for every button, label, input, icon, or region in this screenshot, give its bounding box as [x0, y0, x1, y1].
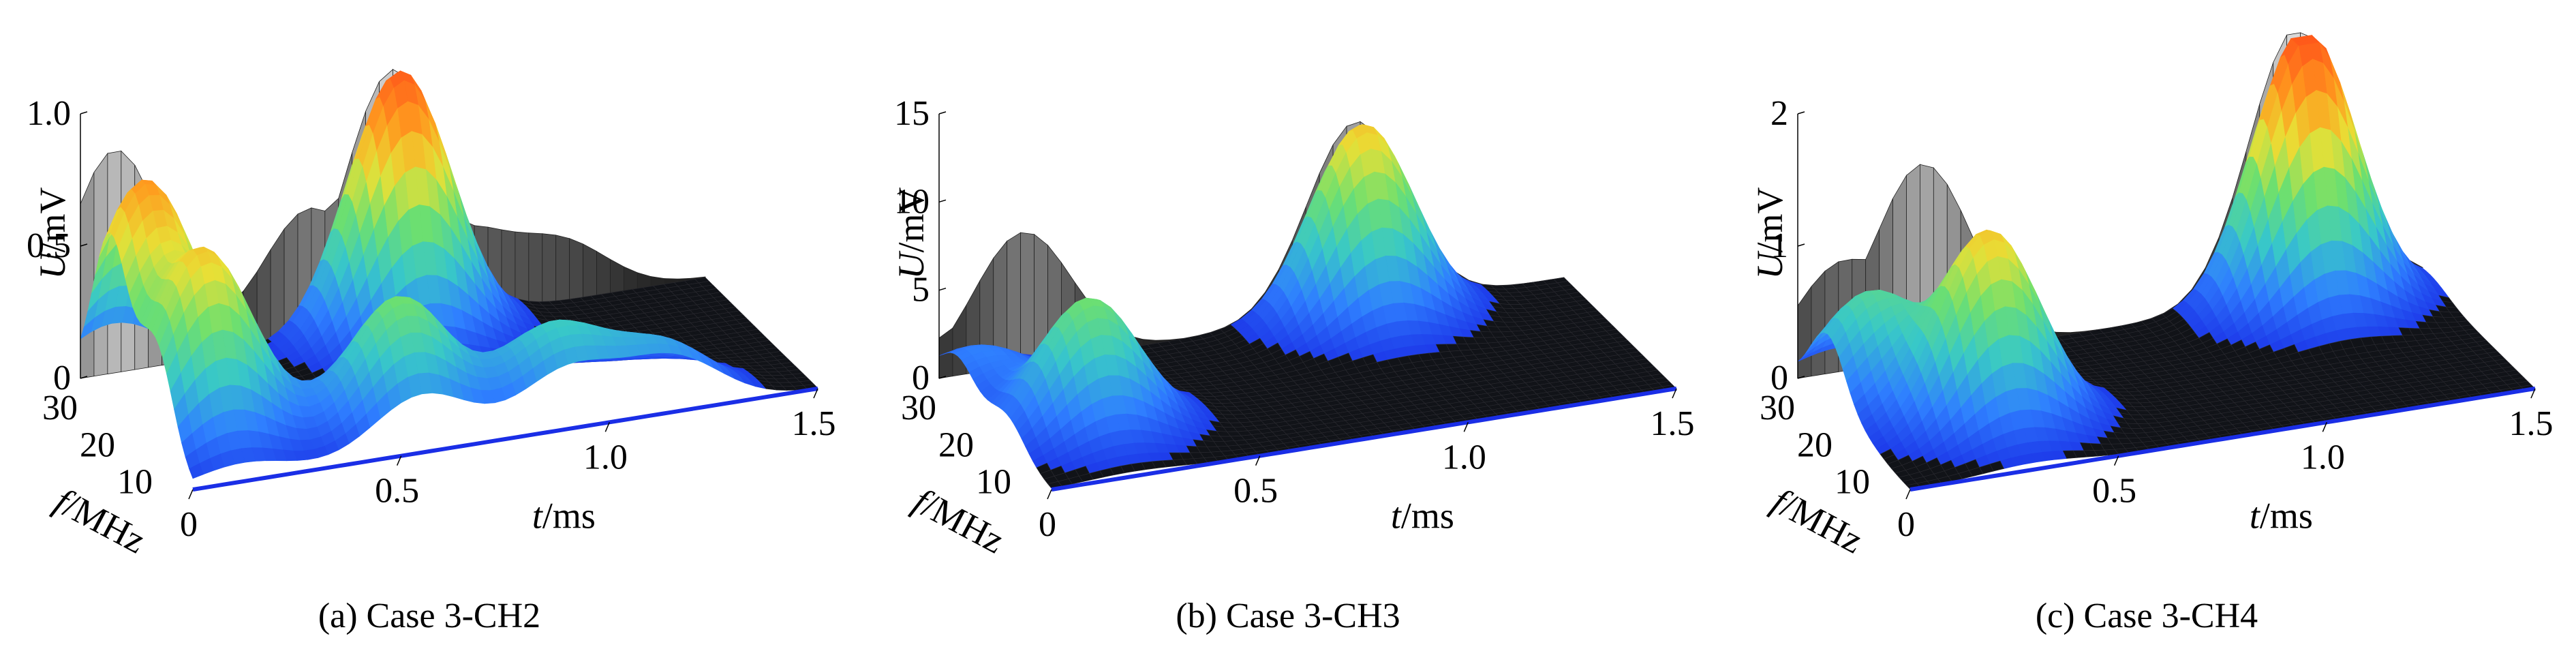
t-tick	[1047, 489, 1052, 500]
surface-mesh	[1797, 34, 2536, 490]
f-tick-label: 30	[901, 389, 936, 427]
surface-mesh	[80, 70, 818, 479]
z-tick	[80, 111, 88, 115]
front-rim	[1051, 387, 1677, 492]
t-tick	[813, 388, 818, 399]
wall-cell	[583, 243, 597, 298]
wall-cell	[623, 266, 638, 291]
panel-a: 0 0.5 1.0 30 20 10 0 0.5 1.0 1.5 U/mV f/MHz t/ms (a)…	[0, 0, 859, 647]
surface-cell	[189, 463, 204, 479]
wall-cell	[555, 235, 570, 302]
panel-b: 0 5 10 15 30 20 10 0 0.5 1.0 1.5 U/mV f/MHz t/ms (b) …	[859, 0, 1717, 647]
z-axis-label: U/mV	[891, 187, 932, 279]
z-tick	[938, 376, 947, 379]
wall-cell	[542, 233, 557, 305]
t-tick	[1255, 455, 1261, 466]
z-tick	[80, 376, 88, 379]
z-tick-label: 0	[912, 359, 930, 397]
t-tick-label: 1.5	[1651, 404, 1695, 443]
t-tick	[1463, 422, 1469, 432]
z-tick	[938, 199, 947, 203]
z-tick	[938, 111, 947, 115]
t-tick	[1672, 388, 1677, 399]
t-tick-label: 0.5	[1233, 472, 1278, 511]
t-tick-label: 1.0	[1442, 438, 1486, 477]
surface-mesh	[938, 124, 1677, 489]
t-tick-label: 0.5	[375, 472, 419, 511]
f-tick-label: 20	[938, 425, 974, 464]
t-axis-label: t/ms	[532, 496, 596, 537]
z-tick-label: 1.0	[27, 94, 71, 133]
wall-cell	[528, 232, 543, 307]
t-tick-label: 1.5	[792, 404, 836, 443]
wall-cell	[1811, 270, 1826, 377]
z-tick-label: 5	[912, 271, 930, 310]
z-tick-label: 15	[894, 94, 930, 133]
front-rim	[192, 387, 818, 492]
wall-cell	[610, 258, 624, 293]
t-tick-label: 0	[1039, 505, 1056, 544]
z-tick-label: 0	[53, 359, 71, 397]
wall-cell	[1020, 232, 1034, 366]
wall-cell	[1797, 285, 1812, 379]
t-tick	[188, 489, 194, 500]
f-tick-label: 10	[976, 463, 1011, 502]
f-tick-label: 10	[117, 463, 153, 502]
wall-cell	[569, 238, 583, 300]
z-tick	[938, 287, 947, 291]
wall-cell	[596, 250, 611, 296]
z-axis-label: U/mV	[32, 187, 73, 279]
wall-cell	[952, 304, 967, 377]
panel-c: 0 1 2 30 20 10 0 0.5 1.0 1.5 U/mV f/MHz t/ms (c) Cas…	[1717, 0, 2576, 647]
f-tick-label: 30	[42, 389, 78, 427]
z-tick-label: 0.5	[27, 226, 71, 265]
wall-cell	[80, 172, 95, 379]
t-tick-label: 1.0	[583, 438, 628, 477]
caption-b: (b) Case 3-CH3	[1176, 597, 1400, 635]
caption-a: (a) Case 3-CH2	[318, 597, 541, 635]
wall-cell	[515, 231, 530, 309]
wall-cell	[637, 272, 651, 289]
t-tick-label: 0	[180, 505, 198, 544]
z-tick-label: 10	[894, 182, 930, 221]
z-tick	[80, 243, 88, 247]
t-tick	[396, 455, 402, 466]
t-axis-label: t/ms	[1391, 496, 1454, 537]
t-tick	[604, 422, 611, 432]
wall-cell	[1007, 232, 1022, 368]
f-tick-label: 20	[80, 425, 115, 464]
